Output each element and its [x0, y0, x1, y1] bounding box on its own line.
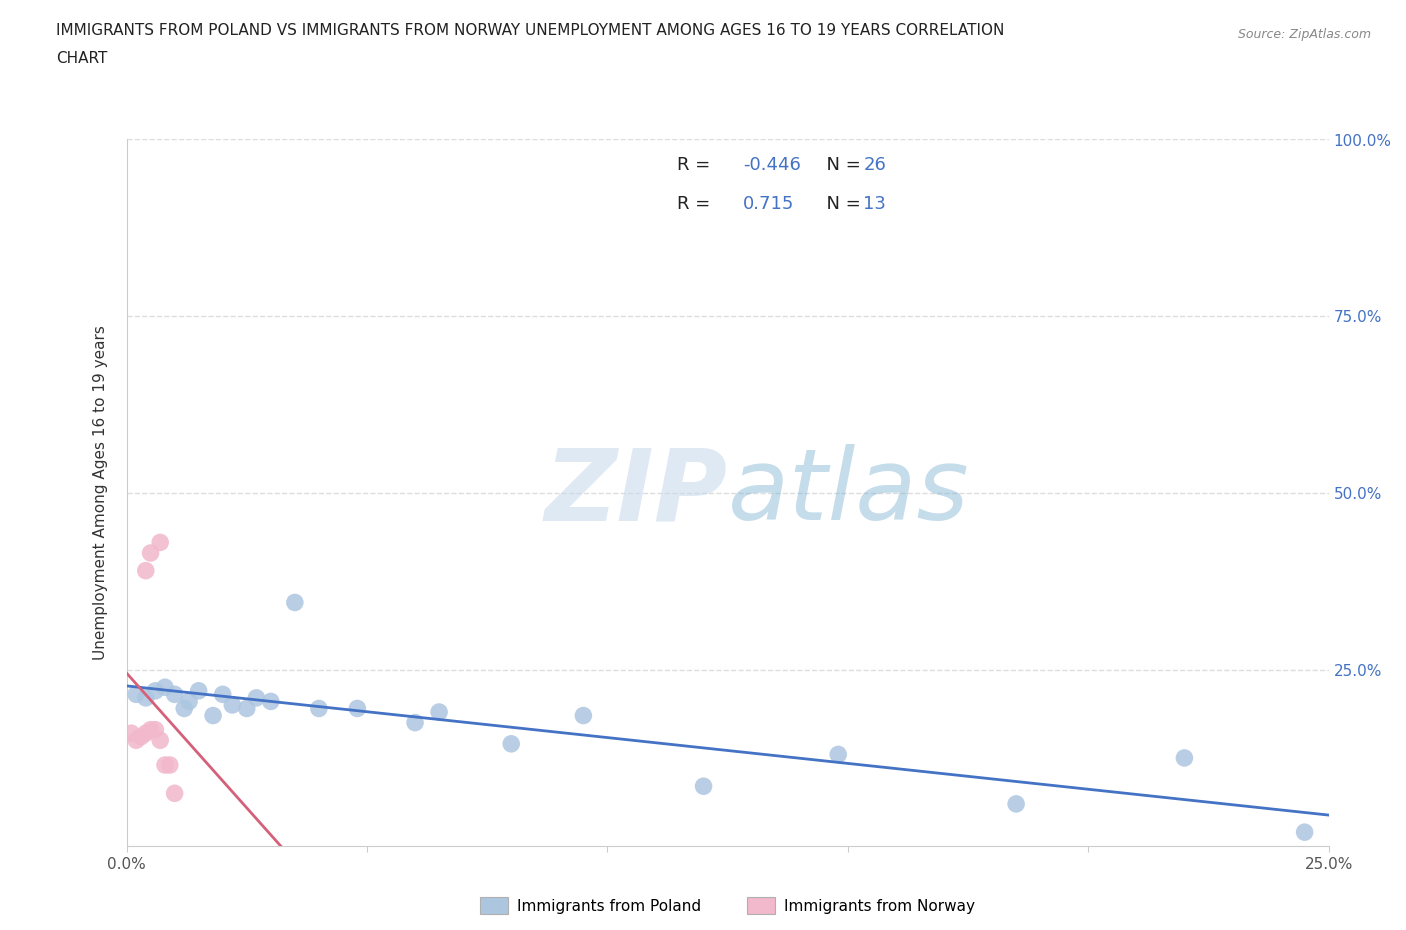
Point	[501, 737, 523, 751]
Point	[149, 535, 172, 550]
Text: Source: ZipAtlas.com: Source: ZipAtlas.com	[1237, 28, 1371, 41]
Point	[177, 694, 200, 709]
Point	[153, 680, 176, 695]
Text: 13: 13	[863, 195, 886, 213]
Text: R =: R =	[676, 156, 716, 175]
Point	[202, 708, 225, 723]
Point	[427, 705, 450, 720]
Point	[1005, 796, 1028, 811]
Point	[346, 701, 368, 716]
Point	[135, 690, 157, 705]
Text: R =: R =	[676, 195, 716, 213]
Point	[163, 687, 186, 702]
Point	[284, 595, 307, 610]
Text: 0.715: 0.715	[742, 195, 794, 213]
Text: ZIP: ZIP	[544, 445, 728, 541]
Point	[1294, 825, 1316, 840]
Point	[135, 725, 157, 740]
Legend: Immigrants from Poland, Immigrants from Norway: Immigrants from Poland, Immigrants from …	[474, 891, 981, 920]
Point	[260, 694, 283, 709]
Text: N =: N =	[815, 156, 866, 175]
Point	[245, 690, 267, 705]
Text: -0.446: -0.446	[742, 156, 801, 175]
Point	[135, 564, 157, 578]
Point	[221, 698, 243, 712]
Point	[125, 687, 148, 702]
Point	[139, 723, 162, 737]
Point	[159, 758, 181, 773]
Y-axis label: Unemployment Among Ages 16 to 19 years: Unemployment Among Ages 16 to 19 years	[93, 326, 108, 660]
Point	[120, 725, 142, 740]
Point	[692, 778, 714, 793]
Text: IMMIGRANTS FROM POLAND VS IMMIGRANTS FROM NORWAY UNEMPLOYMENT AMONG AGES 16 TO 1: IMMIGRANTS FROM POLAND VS IMMIGRANTS FRO…	[56, 23, 1005, 38]
Text: 26: 26	[863, 156, 886, 175]
Point	[572, 708, 595, 723]
Point	[211, 687, 233, 702]
Point	[187, 684, 209, 698]
Point	[153, 758, 176, 773]
Point	[827, 747, 849, 762]
Point	[129, 729, 152, 744]
Point	[139, 546, 162, 561]
Text: CHART: CHART	[56, 51, 108, 66]
Point	[149, 733, 172, 748]
Point	[145, 684, 167, 698]
Point	[1173, 751, 1195, 765]
Point	[173, 701, 195, 716]
Text: N =: N =	[815, 195, 866, 213]
Point	[163, 786, 186, 801]
Point	[404, 715, 426, 730]
Point	[308, 701, 330, 716]
Text: atlas: atlas	[728, 445, 969, 541]
Point	[125, 733, 148, 748]
Point	[145, 723, 167, 737]
Point	[235, 701, 259, 716]
